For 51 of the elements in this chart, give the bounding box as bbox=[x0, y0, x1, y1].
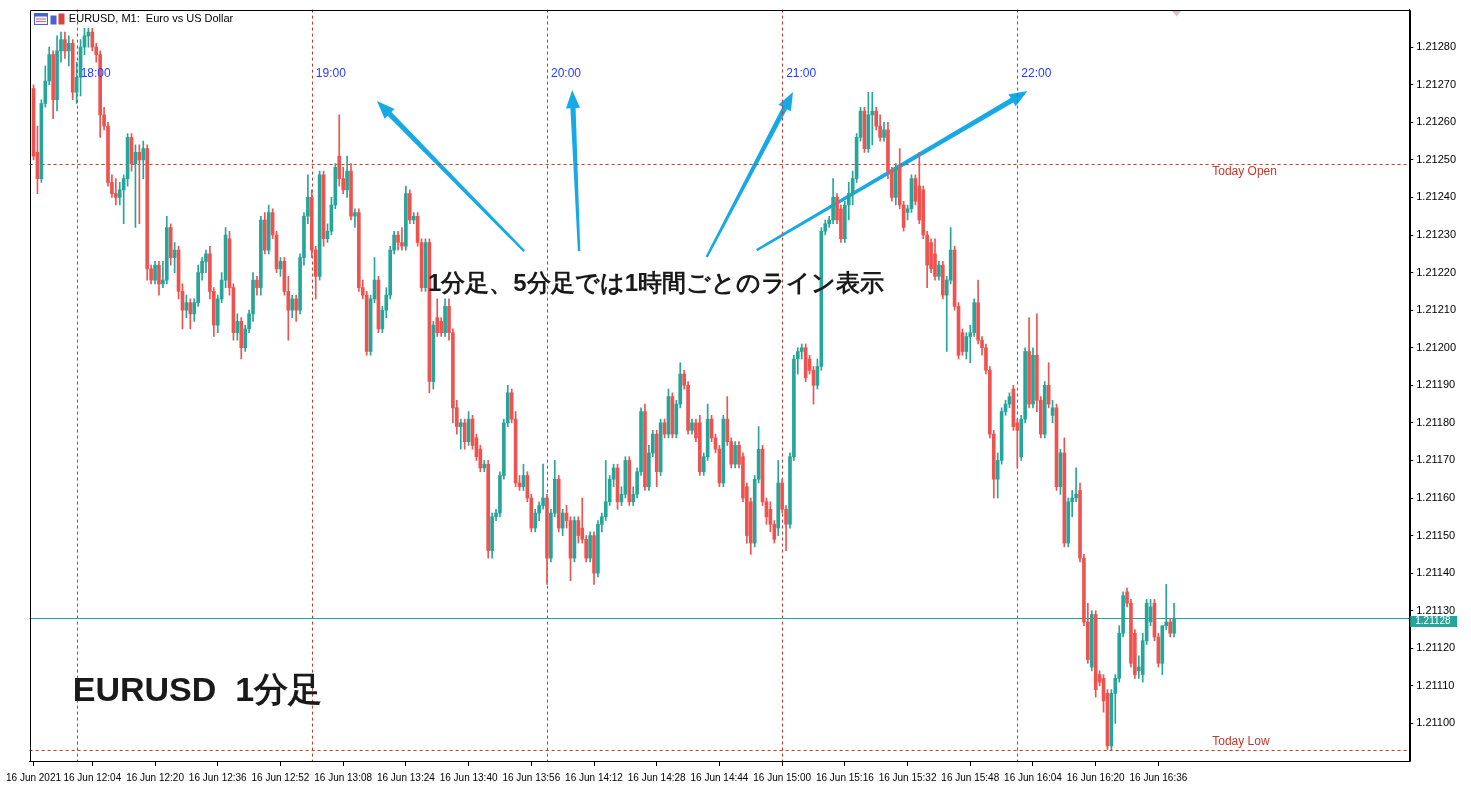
x-tick-label: 16 Jun 16:20 bbox=[1066, 771, 1126, 783]
candlestick bbox=[458, 418, 463, 450]
annotation: EURUSD 1分足 bbox=[72, 669, 323, 708]
ref-line-label: Today Low bbox=[1212, 734, 1270, 749]
x-tick-label: 16 Jun 12:36 bbox=[188, 771, 248, 783]
x-tick-label: 16 Jun 13:08 bbox=[314, 771, 373, 783]
ref-line-label: 1.21128 bbox=[1415, 615, 1452, 627]
y-tick-label: 1.21180 bbox=[1416, 415, 1456, 428]
candlestick bbox=[114, 178, 118, 206]
y-tick-label: 1.21200 bbox=[1416, 340, 1456, 353]
candlestick bbox=[353, 208, 357, 228]
x-tick-label: 16 Jun 15:00 bbox=[753, 771, 812, 783]
y-tick-label: 1.21110 bbox=[1416, 678, 1455, 691]
y-tick-label: 1.21190 bbox=[1416, 378, 1456, 391]
chart-title: EURUSD, M1: Euro vs US Dollar bbox=[68, 11, 234, 25]
x-tick-label: 16 Jun 14:12 bbox=[565, 771, 624, 783]
x-tick-label: 16 Jun 13:40 bbox=[439, 771, 498, 783]
x-tick-label: 16 Jun 15:48 bbox=[941, 771, 1000, 783]
x-tick-label: 16 Jun 13:24 bbox=[376, 771, 436, 783]
y-tick-label: 1.21150 bbox=[1416, 528, 1456, 541]
x-tick-label: 16 Jun 16:04 bbox=[1004, 771, 1063, 783]
y-tick-label: 1.21140 bbox=[1416, 566, 1456, 579]
y-tick-label: 1.21130 bbox=[1416, 603, 1456, 616]
x-tick-label: 16 Jun 2021 bbox=[6, 771, 62, 783]
x-tick-label: 16 Jun 16:36 bbox=[1129, 771, 1188, 783]
y-tick-label: 1.21100 bbox=[1416, 716, 1456, 729]
y-tick-label: 1.21270 bbox=[1416, 77, 1456, 90]
ref-line-label: 22:00 bbox=[1021, 65, 1052, 80]
ref-line-label: 21:00 bbox=[786, 65, 817, 80]
x-tick-label: 16 Jun 14:44 bbox=[690, 771, 749, 783]
x-tick-label: 16 Jun 15:32 bbox=[878, 771, 937, 783]
y-tick-label: 1.21260 bbox=[1416, 115, 1456, 128]
x-tick-label: 16 Jun 13:56 bbox=[502, 771, 561, 783]
y-tick-label: 1.21280 bbox=[1416, 40, 1456, 53]
y-tick-label: 1.21160 bbox=[1416, 491, 1456, 504]
y-tick-label: 1.21170 bbox=[1416, 453, 1456, 466]
y-tick-label: 1.21120 bbox=[1416, 641, 1456, 654]
y-tick-label: 1.21240 bbox=[1416, 190, 1456, 203]
y-tick-label: 1.21210 bbox=[1416, 303, 1456, 316]
x-tick-label: 16 Jun 14:28 bbox=[627, 771, 687, 783]
x-tick-label: 16 Jun 12:20 bbox=[126, 771, 185, 783]
y-tick-label: 1.21250 bbox=[1416, 152, 1456, 165]
x-tick-label: 16 Jun 12:52 bbox=[251, 771, 310, 783]
ref-line-label: 20:00 bbox=[550, 65, 582, 80]
y-tick-label: 1.21230 bbox=[1416, 228, 1456, 241]
x-tick-label: 16 Jun 12:04 bbox=[63, 771, 122, 783]
candlestick bbox=[400, 227, 404, 251]
y-tick-label: 1.21220 bbox=[1416, 265, 1456, 278]
ref-line-label: Today Open bbox=[1212, 163, 1277, 178]
ref-line-label: 19:00 bbox=[315, 65, 347, 80]
x-tick-label: 16 Jun 15:16 bbox=[815, 771, 875, 783]
